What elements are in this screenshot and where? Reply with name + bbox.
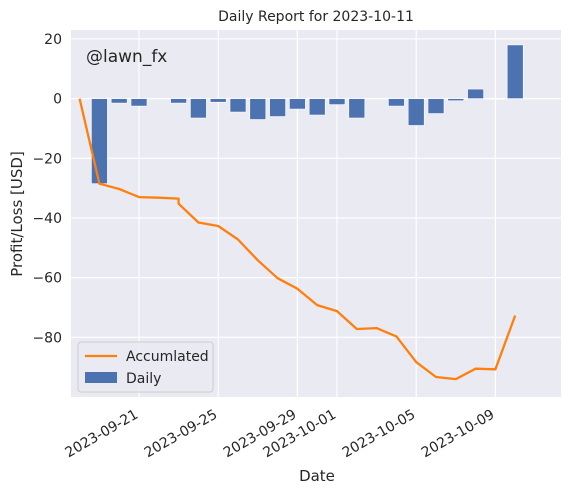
- daily-bar: [348, 98, 366, 119]
- y-tick-label: 20: [44, 32, 62, 48]
- daily-bar: [407, 98, 425, 126]
- daily-bar: [269, 98, 286, 117]
- legend-daily-swatch: [85, 372, 117, 383]
- daily-bar: [249, 98, 267, 120]
- x-tick-label: 2023-09-21: [63, 407, 141, 462]
- daily-bar: [289, 98, 306, 110]
- daily-bar: [487, 98, 504, 100]
- x-tick-label: 2023-10-05: [340, 407, 418, 462]
- legend-daily-label: Daily: [126, 371, 161, 387]
- accumulated-line-path: [78, 98, 517, 381]
- daily-bar: [170, 98, 187, 104]
- daily-bar: [110, 98, 128, 104]
- chart-title: Daily Report for 2023-10-11: [218, 9, 414, 25]
- y-tick-labels: 20 0 −20 −40 −60 −80: [32, 32, 62, 346]
- accumulated-line: [78, 98, 517, 381]
- daily-bar: [388, 98, 405, 107]
- daily-bar: [447, 98, 465, 102]
- y-tick-label: 0: [53, 92, 62, 108]
- daily-bar: [229, 98, 247, 113]
- y-tick-label: −20: [32, 151, 62, 167]
- daily-bar: [130, 98, 148, 107]
- daily-bar: [427, 98, 445, 114]
- x-tick-labels: 2023-09-21 2023-09-25 2023-09-292023-10-01…: [63, 407, 498, 462]
- y-axis-label: Profit/Loss [USD]: [8, 151, 26, 277]
- daily-bar: [308, 98, 326, 116]
- daily-bar: [467, 88, 484, 99]
- watermark-label: @lawn_fx: [86, 47, 167, 67]
- daily-bar: [506, 44, 524, 99]
- daily-bars: [91, 44, 524, 184]
- y-tick-label: −40: [32, 211, 62, 227]
- daily-bar: [209, 98, 227, 103]
- y-tick-label: −60: [32, 271, 62, 287]
- daily-bar: [91, 98, 108, 184]
- legend-accumulated-label: Accumlated: [126, 349, 209, 365]
- legend: Accumlated Daily: [77, 341, 214, 393]
- daily-bar: [328, 98, 346, 105]
- x-tick-label: 2023-09-25: [142, 407, 220, 462]
- x-tick-label: 2023-10-09: [419, 407, 497, 462]
- y-tick-label: −80: [32, 330, 62, 346]
- daily-bar: [190, 98, 207, 119]
- x-axis-label: Date: [299, 467, 335, 485]
